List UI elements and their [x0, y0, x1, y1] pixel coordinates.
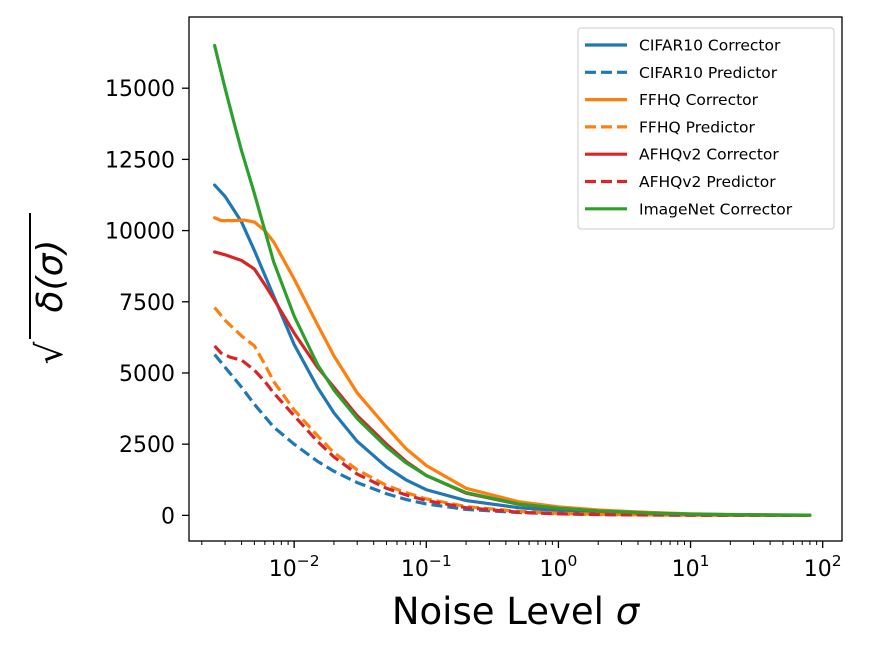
series-layer	[213, 43, 812, 517]
y-tick-label: 15000	[105, 77, 175, 102]
y-tick-label: 0	[161, 504, 175, 529]
y-tick-label: 10000	[105, 220, 175, 245]
x-tick-label: 10−2	[269, 552, 320, 582]
series-line-afhqv2-predictor	[213, 344, 810, 517]
series-line-imagenet-corrector	[213, 43, 812, 517]
y-tick-label: 7500	[119, 291, 175, 316]
legend-label: AFHQv2 Corrector	[639, 146, 779, 164]
y-axis-radical: √	[30, 341, 71, 364]
legend-box	[577, 27, 835, 230]
y-tick-label: 5000	[119, 362, 175, 387]
legend-label: CIFAR10 Predictor	[639, 64, 778, 82]
legend-label: CIFAR10 Corrector	[639, 37, 781, 55]
x-tick-label: 101	[672, 552, 710, 582]
x-tick-label: 10−1	[401, 552, 452, 582]
x-tick-label: 102	[804, 552, 842, 582]
axis-labels: Noise Level σ √ δ(σ)	[29, 213, 641, 633]
legend: CIFAR10 Corrector CIFAR10 Predictor FFHQ C…	[577, 27, 835, 230]
y-tick-label: 12500	[105, 148, 175, 173]
x-tick-label: 100	[539, 552, 577, 582]
x-axis-title: Noise Level σ	[392, 590, 641, 633]
y-axis-title: √ δ(σ)	[29, 213, 71, 364]
y-tick-label: 2500	[119, 433, 175, 458]
y-axis-label: δ(σ)	[30, 240, 71, 313]
axes-layer: 0 2500 5000 7500 10000 12500 15000 10−2 10−1 100 1…	[105, 16, 843, 582]
legend-label: FFHQ Predictor	[639, 118, 755, 136]
plot-frame	[188, 16, 843, 542]
legend-label: FFHQ Corrector	[639, 91, 759, 109]
legend-label: ImageNet Corrector	[639, 200, 793, 218]
legend-label: AFHQv2 Predictor	[639, 173, 776, 191]
